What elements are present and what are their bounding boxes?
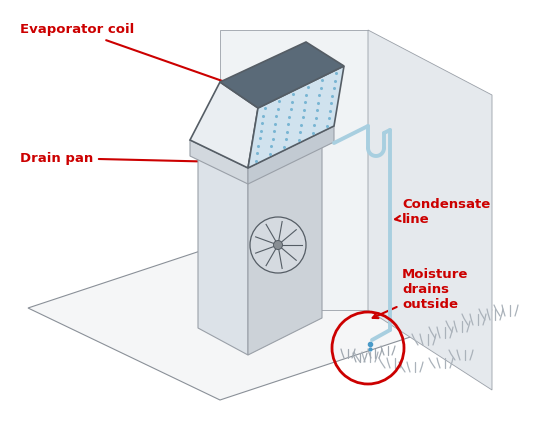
Polygon shape: [190, 82, 258, 168]
Polygon shape: [28, 218, 492, 400]
Polygon shape: [198, 148, 248, 355]
Text: Evaporator coil: Evaporator coil: [20, 24, 243, 89]
Polygon shape: [198, 111, 322, 175]
Polygon shape: [190, 140, 248, 184]
Polygon shape: [248, 138, 322, 355]
Circle shape: [273, 241, 282, 249]
Polygon shape: [248, 66, 344, 168]
Polygon shape: [368, 30, 492, 390]
Text: Moisture
drains
outside: Moisture drains outside: [373, 268, 469, 318]
Polygon shape: [190, 98, 334, 168]
Text: Drain pan: Drain pan: [20, 151, 220, 164]
Text: Condensate
line: Condensate line: [395, 198, 490, 226]
Circle shape: [250, 217, 306, 273]
Polygon shape: [220, 30, 368, 310]
Polygon shape: [220, 42, 344, 108]
Polygon shape: [248, 126, 334, 184]
